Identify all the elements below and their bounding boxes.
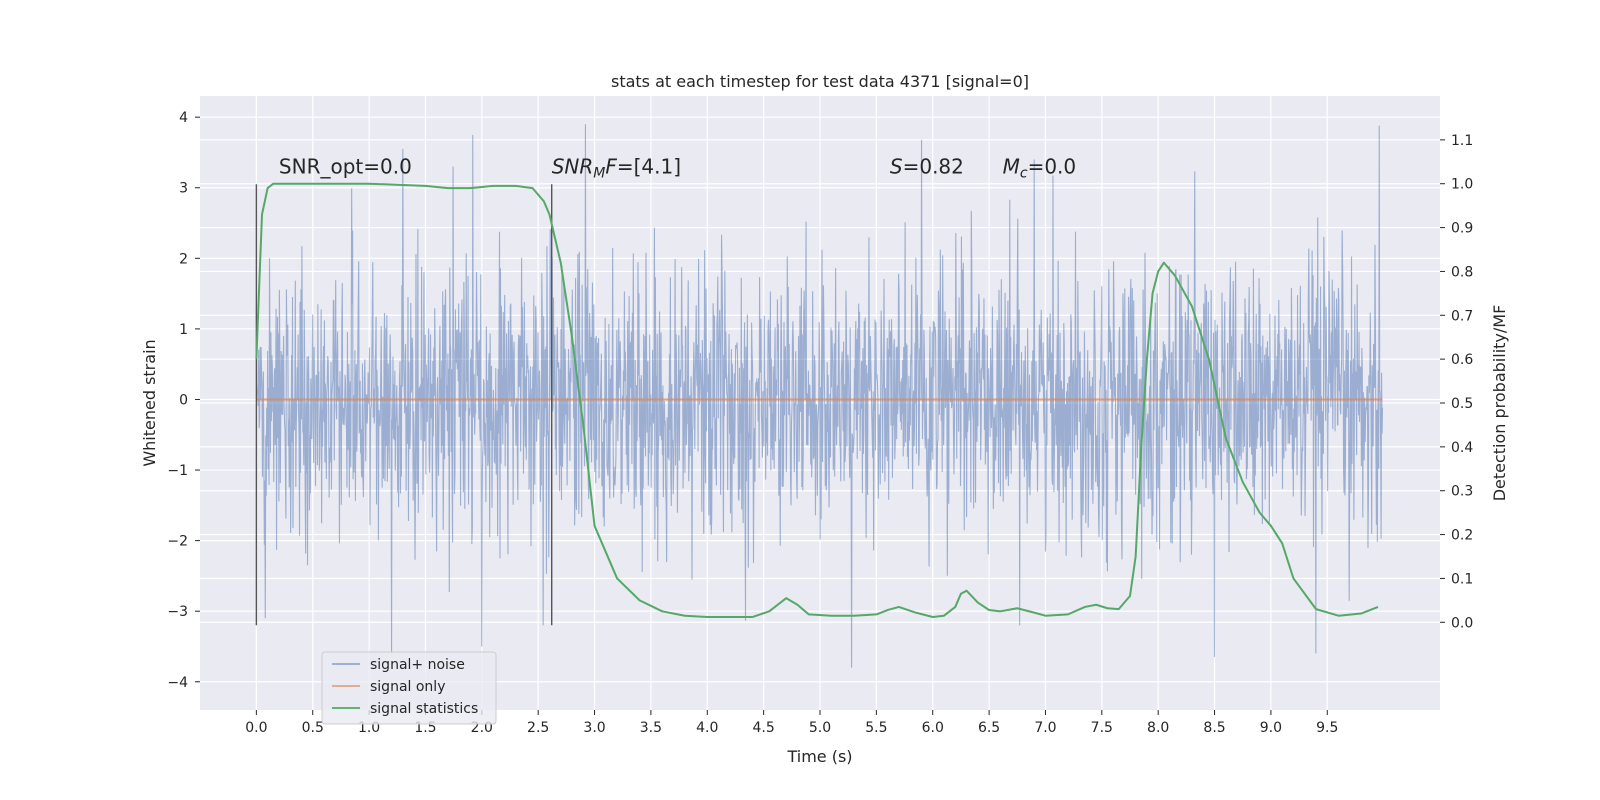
x-tick-label: 6.0 bbox=[922, 720, 944, 736]
y2-tick-label: 0.2 bbox=[1451, 528, 1473, 544]
y-tick-label: −2 bbox=[167, 534, 188, 550]
y2-axis-label: Detection probability/MF bbox=[1490, 305, 1509, 502]
y-axis-label: Whitened strain bbox=[140, 339, 159, 466]
y-tick-label: −1 bbox=[167, 463, 188, 479]
plot-content bbox=[255, 124, 1384, 668]
series-signal-plus-noise bbox=[255, 124, 1384, 668]
x-tick-label: 7.0 bbox=[1034, 720, 1056, 736]
y2-tick-label: 0.7 bbox=[1451, 308, 1473, 324]
y-tick-label: −4 bbox=[167, 675, 188, 691]
x-tick-label: 8.0 bbox=[1147, 720, 1169, 736]
y2-tick-label: 0.9 bbox=[1451, 221, 1473, 237]
x-tick-label: 2.5 bbox=[527, 720, 549, 736]
y2-tick-label: 0.3 bbox=[1451, 484, 1473, 500]
y-axis-ticks: −4 −3 −2 −1 0 1 2 3 4 bbox=[167, 110, 200, 691]
legend-box bbox=[321, 651, 497, 725]
y2-tick-label: 0.5 bbox=[1451, 396, 1473, 412]
x-tick-label: 7.5 bbox=[1091, 720, 1113, 736]
annotation-1: SNRMF=[4.1] bbox=[552, 155, 681, 182]
x-tick-label: 5.5 bbox=[865, 720, 887, 736]
legend: signal+ noise signal only signal statistic… bbox=[321, 651, 497, 725]
annotation-0: SNR_opt=0.0 bbox=[279, 155, 412, 179]
y2-tick-label: 0.4 bbox=[1451, 440, 1473, 456]
y2-tick-label: 1.1 bbox=[1451, 133, 1473, 149]
annotation-2: S=0.82 bbox=[890, 155, 964, 179]
y-tick-label: 2 bbox=[179, 251, 188, 267]
y2-tick-label: 0.6 bbox=[1451, 352, 1473, 368]
y-tick-label: 0 bbox=[179, 392, 188, 408]
y2-tick-label: 1.0 bbox=[1451, 177, 1473, 193]
x-tick-label: 4.0 bbox=[696, 720, 718, 736]
vertical-markers bbox=[255, 184, 553, 626]
x-tick-label: 6.5 bbox=[978, 720, 1000, 736]
chart-title: stats at each timestep for test data 437… bbox=[611, 72, 1029, 91]
y2-tick-label: 0.8 bbox=[1451, 264, 1473, 280]
series-signal-statistics bbox=[255, 182, 1379, 619]
signal-statistics-line bbox=[255, 182, 1379, 619]
x-tick-label: 3.0 bbox=[583, 720, 605, 736]
x-tick-label: 0.5 bbox=[302, 720, 324, 736]
x-tick-label: 5.0 bbox=[809, 720, 831, 736]
x-tick-label: 9.5 bbox=[1316, 720, 1338, 736]
x-tick-label: 4.5 bbox=[753, 720, 775, 736]
y-tick-label: 1 bbox=[179, 322, 188, 338]
x-axis-label: Time (s) bbox=[786, 747, 852, 766]
y-tick-label: 3 bbox=[179, 181, 188, 197]
y2-tick-label: 0.0 bbox=[1451, 615, 1473, 631]
x-tick-label: 8.5 bbox=[1203, 720, 1225, 736]
y2-axis-ticks: 0.0 0.1 0.2 0.3 0.4 0.5 0.6 0.7 0.8 0.9 1.0 1.1 bbox=[1440, 133, 1473, 631]
legend-label-signal-statistics: signal statistics bbox=[370, 701, 478, 717]
legend-label-signal-noise: signal+ noise bbox=[370, 657, 465, 673]
y-tick-label: −3 bbox=[167, 604, 188, 620]
legend-label-signal-only: signal only bbox=[370, 679, 445, 695]
y-tick-label: 4 bbox=[179, 110, 188, 126]
x-tick-label: 9.0 bbox=[1260, 720, 1282, 736]
x-axis-ticks: 0.0 0.5 1.0 1.5 2.0 2.5 3.0 3.5 4.0 4.5 5.0 5.5 6.0 6… bbox=[245, 710, 1338, 736]
x-tick-label: 3.5 bbox=[640, 720, 662, 736]
legend-items: signal+ noise signal only signal statistic… bbox=[332, 657, 478, 717]
x-tick-label: 0.0 bbox=[245, 720, 267, 736]
annotations: SNR_opt=0.0 SNRMF=[4.1] S=0.82 Mc=0.0 bbox=[279, 155, 1076, 182]
noise-line bbox=[255, 124, 1384, 668]
y2-tick-label: 0.1 bbox=[1451, 571, 1473, 587]
annotation-3: Mc=0.0 bbox=[1003, 155, 1077, 182]
